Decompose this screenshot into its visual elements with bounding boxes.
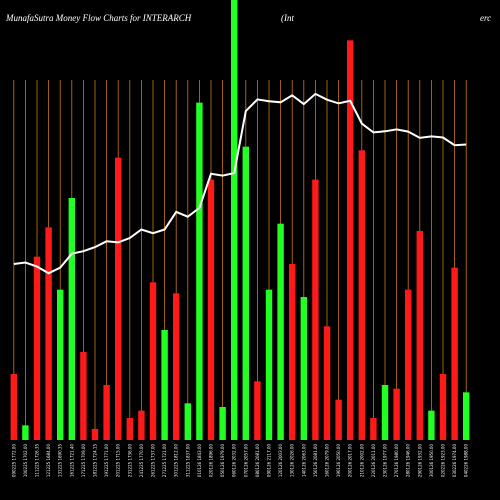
volume-bar: [91, 429, 99, 440]
x-tick-label: 171225 1709.00: [81, 444, 86, 478]
x-tick-label: 100225 1702.00: [23, 444, 28, 478]
x-tick-label: 050126 1979.00: [220, 444, 225, 478]
volume-bar: [300, 297, 307, 440]
x-tick-label: 261225 1737.00: [151, 444, 156, 478]
x-tick-label: 080126 2081.00: [255, 444, 260, 478]
volume-bar: [173, 293, 180, 440]
volume-bar: [57, 289, 64, 440]
volume-bar: [219, 407, 226, 440]
volume-bar: [347, 40, 354, 440]
x-tick-label: 200126 2017.00: [348, 444, 353, 478]
x-tick-label: 160126 2079.00: [325, 444, 330, 478]
volume-bar: [33, 256, 41, 440]
volume-bar: [80, 352, 87, 440]
chart-subtitle: (Int: [281, 13, 294, 23]
volume-bar: [126, 418, 133, 440]
volume-bar: [428, 410, 435, 440]
x-tick-label: 121225 1684.00: [46, 444, 51, 478]
volume-bar: [138, 410, 145, 440]
volume-bar: [45, 227, 52, 440]
x-tick-label: 241225 1770.00: [139, 444, 144, 478]
volume-bar: [22, 425, 29, 440]
x-tick-label: 271225 1721.00: [162, 444, 167, 478]
x-tick-label: 131225 1690.35: [58, 444, 63, 478]
volume-bar: [68, 198, 75, 440]
chart-title: MunafaSutra Money Flow Charts for INTERA…: [5, 13, 192, 23]
x-tick-label: 070126 2057.00: [243, 444, 248, 478]
x-tick-label: 130126 2026.00: [290, 444, 295, 478]
x-tick-label: 311225 1837.00: [185, 444, 190, 478]
x-tick-label: 090126 2117.00: [267, 444, 272, 478]
x-tick-label: 280126 1946.00: [406, 444, 411, 478]
x-tick-label: 020226 1923.00: [441, 444, 446, 478]
x-tick-label: 300126 1950.00: [429, 444, 434, 478]
x-tick-label: 181225 1724.15: [93, 444, 98, 478]
volume-bar: [312, 179, 319, 440]
volume-bar: [161, 330, 168, 440]
x-tick-labels: 090225 1772.00 100225 1702.00 111225 172…: [11, 444, 468, 478]
x-tick-label: 161225 1721.40: [69, 444, 74, 478]
x-tick-label: 290126 1932.00: [417, 444, 422, 478]
x-tick-label: 191225 1771.00: [104, 444, 109, 478]
x-tick-label: 210126 2002.00: [359, 444, 364, 478]
volume-bar: [277, 223, 284, 440]
volume-bar: [265, 289, 273, 440]
chart-title-fragment: erc: [480, 13, 491, 23]
volume-bar: [115, 157, 122, 440]
volume-bar: [323, 326, 331, 440]
x-tick-label: 301225 1812.00: [174, 444, 179, 478]
x-tick-label: 040226 1988.00: [464, 444, 469, 478]
volume-bars: [10, 0, 470, 441]
volume-bar: [439, 374, 447, 440]
x-tick-label: 140126 2063.00: [301, 444, 306, 478]
volume-bar: [196, 102, 203, 441]
volume-bar: [207, 179, 215, 440]
volume-bar: [451, 267, 458, 440]
volume-bar: [393, 388, 400, 440]
volume-bar: [149, 282, 157, 440]
volume-bar: [231, 0, 238, 440]
volume-bar: [335, 399, 342, 440]
volume-bar: [405, 289, 412, 440]
volume-bar: [381, 385, 389, 440]
x-tick-label: 090225 1772.00: [11, 444, 16, 478]
volume-bar: [289, 264, 296, 440]
volume-bar: [184, 403, 191, 440]
volume-bar: [463, 392, 470, 440]
x-tick-label: 030226 1974.00: [452, 444, 457, 478]
x-tick-label: 220126 2011.00: [371, 444, 376, 478]
volume-bar: [370, 418, 377, 440]
volume-bar: [242, 146, 249, 440]
x-tick-label: 060126 2032.00: [232, 444, 237, 478]
volume-bar: [254, 381, 261, 440]
volume-bar: [416, 231, 423, 440]
x-tick-label: 111225 1726.35: [35, 444, 40, 478]
x-tick-label: 150126 2081.00: [313, 444, 318, 478]
x-tick-label: 120126 2003.00: [278, 444, 283, 478]
x-tick-label: 190126 2050.00: [336, 444, 341, 478]
volume-bar: [10, 374, 17, 440]
x-tick-label: 201225 1715.00: [116, 444, 121, 478]
volume-bar: [358, 150, 365, 441]
x-tick-label: 231225 1736.00: [127, 444, 132, 478]
x-tick-label: 230126 1977.00: [383, 444, 388, 478]
x-tick-label: 020126 1896.00: [209, 444, 214, 478]
price-line: [13, 92, 467, 275]
x-tick-label: 270126 1980.00: [394, 444, 399, 478]
volume-bar: [103, 385, 110, 440]
x-tick-label: 010126 1843.00: [197, 444, 202, 478]
